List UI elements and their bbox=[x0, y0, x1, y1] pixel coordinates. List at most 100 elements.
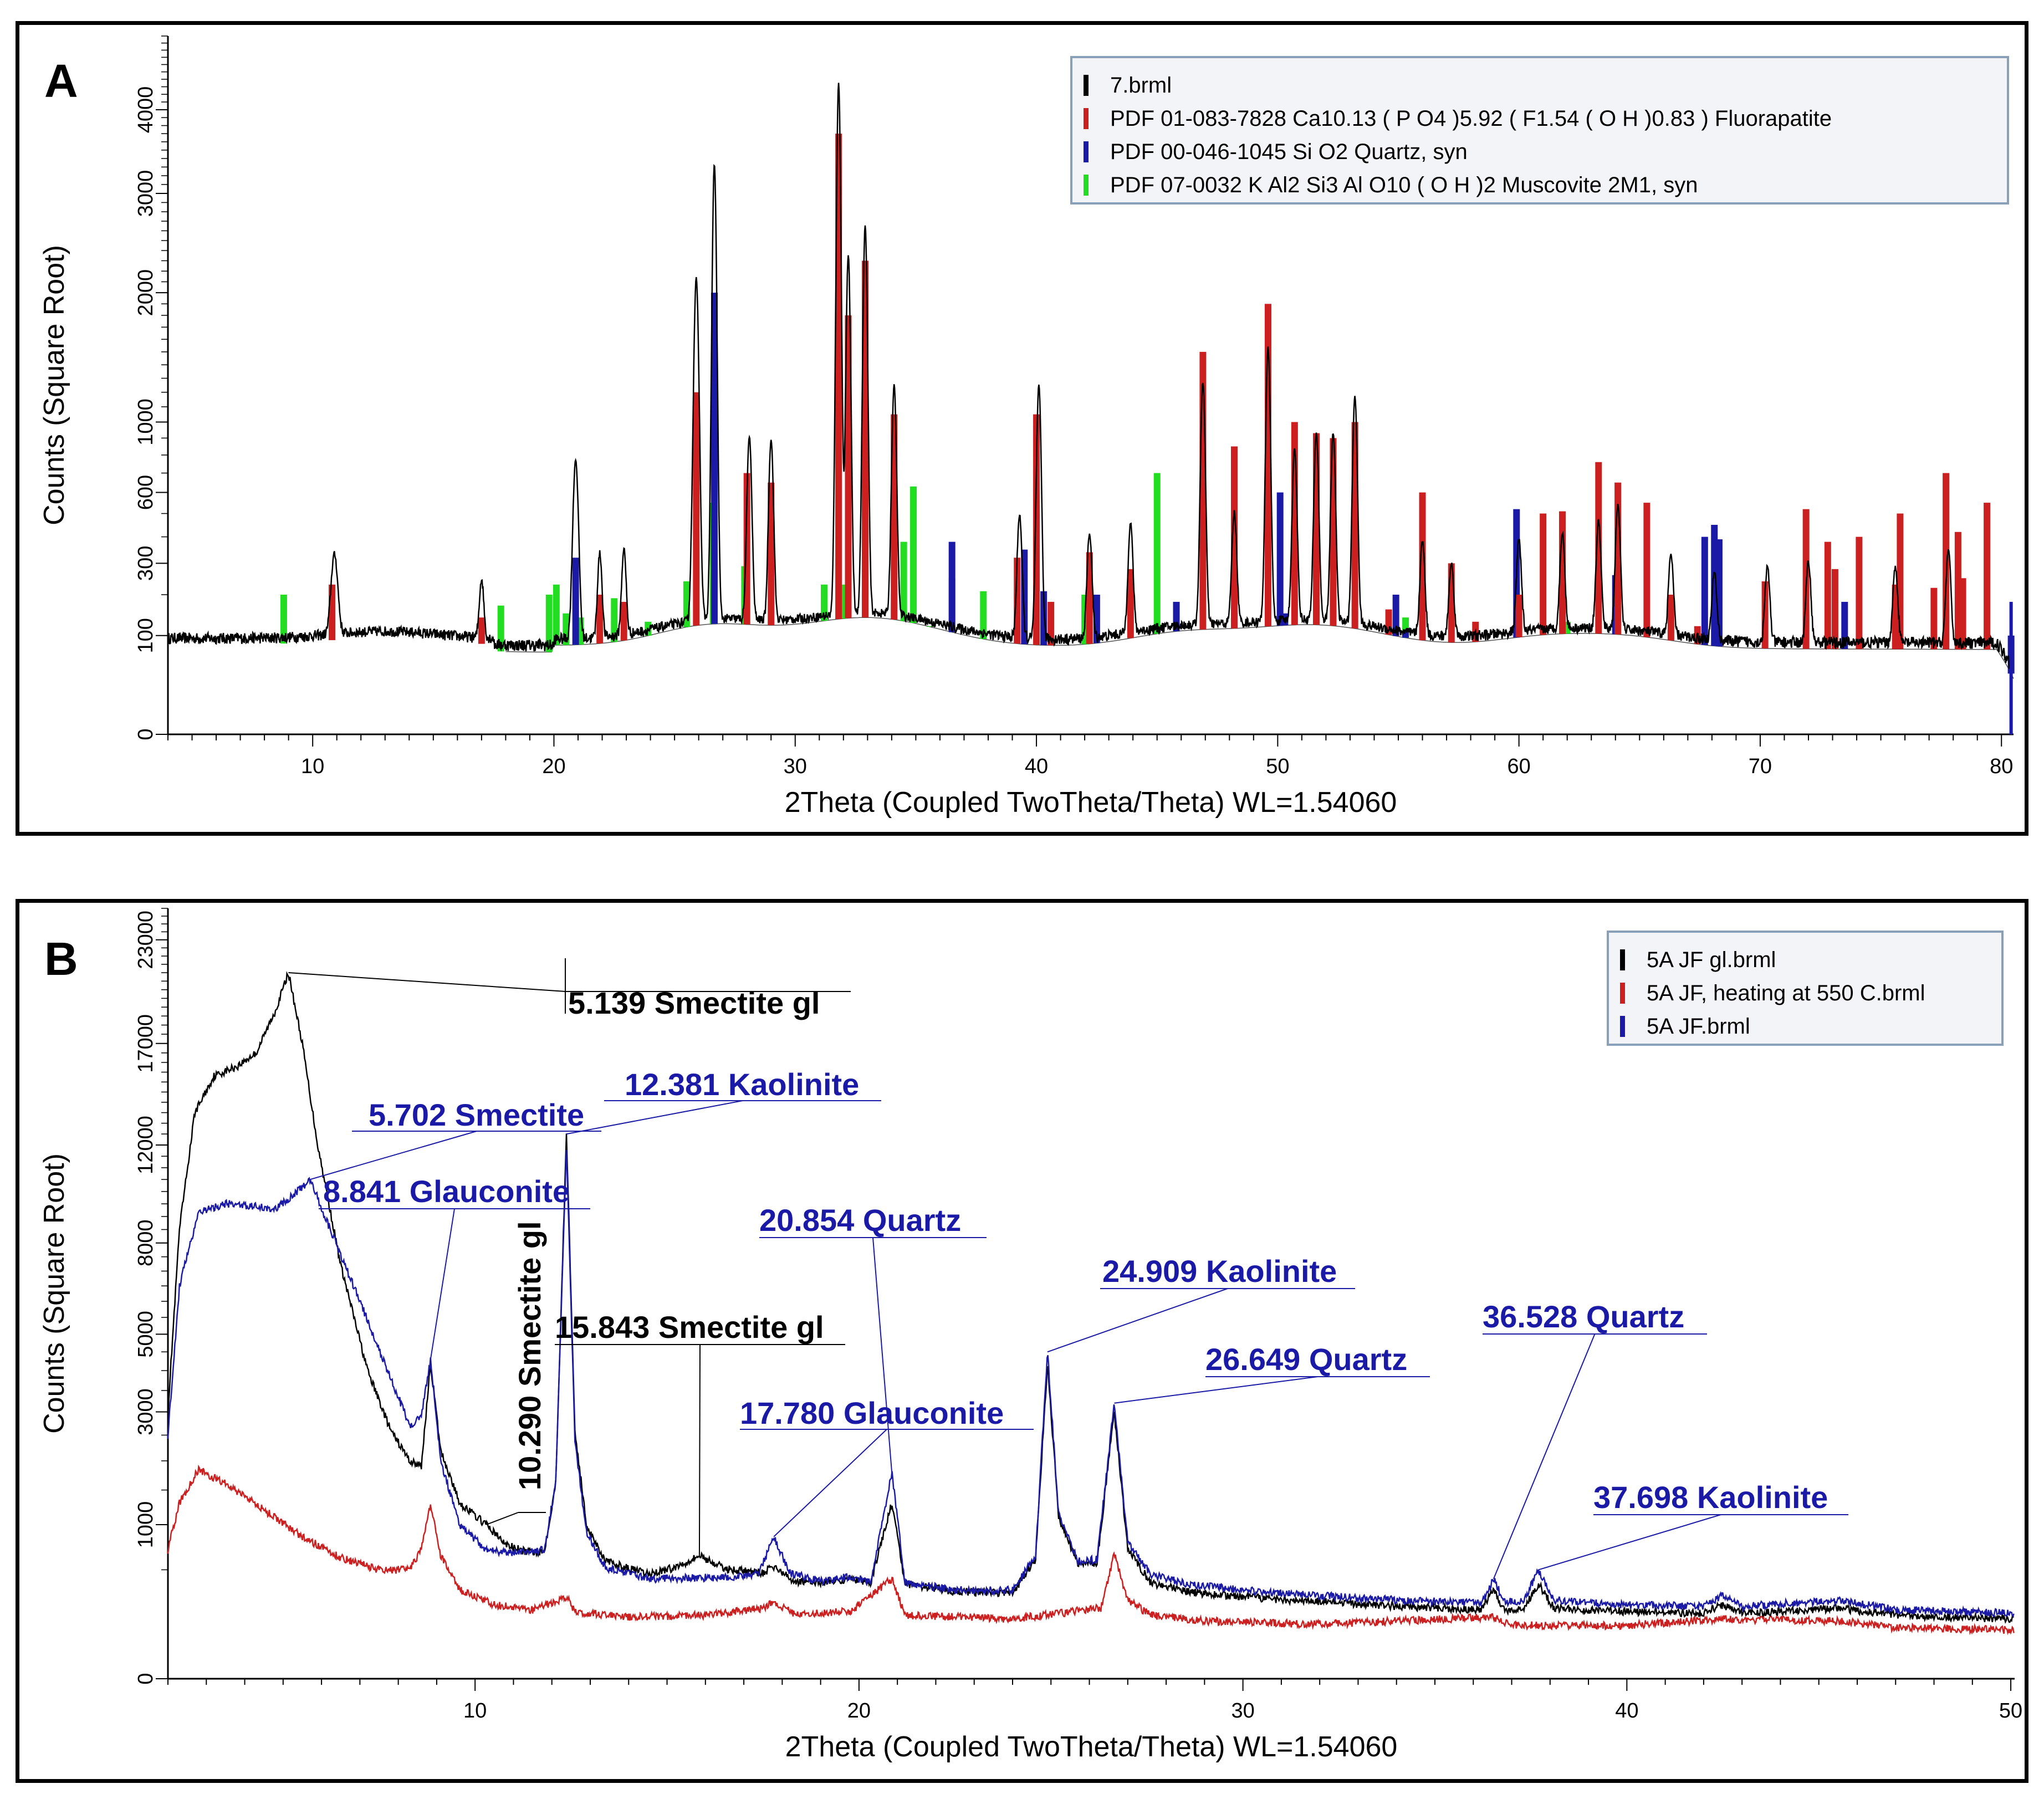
stick-blue bbox=[948, 541, 955, 632]
x-tick-label: 40 bbox=[1025, 755, 1048, 778]
peak-leader bbox=[430, 1208, 455, 1359]
y-tick-label: 5000 bbox=[134, 1311, 157, 1358]
stick-red bbox=[835, 134, 842, 619]
legend-entry: 5A JF gl.brml bbox=[1647, 948, 1776, 972]
peak-label: 12.381 Kaolinite bbox=[625, 1067, 859, 1102]
stick-green bbox=[553, 584, 560, 646]
peak-label: 8.841 Glauconite bbox=[323, 1174, 570, 1209]
y-tick-label: 17000 bbox=[134, 1014, 157, 1073]
xrd-chart-b: 10 20 30 40 50 0 1000 3000 5000 8000 12000 17000 230… bbox=[38, 908, 2022, 1763]
y-tick-label: 100 bbox=[134, 618, 157, 653]
stick-green bbox=[910, 486, 917, 623]
legend-entry: PDF 01-083-7828 Ca10.13 ( P O4 )5.92 ( F… bbox=[1110, 106, 1832, 131]
stick-red bbox=[768, 482, 775, 626]
stick-red bbox=[1515, 595, 1522, 637]
stick-red bbox=[862, 260, 868, 618]
peak-label: 15.843 Smectite gl bbox=[555, 1310, 824, 1345]
stick-blue bbox=[1701, 536, 1708, 645]
series-blue bbox=[167, 1149, 2015, 1618]
peak-leader bbox=[773, 1429, 887, 1537]
stick-blue bbox=[711, 293, 718, 624]
stick-red bbox=[1930, 587, 1938, 650]
stick-red bbox=[1047, 601, 1055, 646]
legend-swatch-green bbox=[1084, 175, 1089, 196]
y-tick-label: 8000 bbox=[134, 1219, 157, 1266]
legend-entry: 5A JF.brml bbox=[1647, 1014, 1750, 1039]
stick-blue bbox=[1276, 492, 1284, 626]
series-black bbox=[167, 971, 2014, 1624]
peak-leader bbox=[288, 972, 566, 992]
x-tick-label: 10 bbox=[301, 755, 324, 778]
x-tick-label: 70 bbox=[1749, 755, 1772, 778]
peak-label: 5.139 Smectite gl bbox=[568, 985, 820, 1020]
peak-label: 17.780 Glauconite bbox=[740, 1396, 1004, 1430]
peak-leader bbox=[566, 1100, 743, 1135]
stick-green bbox=[900, 541, 907, 621]
panel-letter: A bbox=[44, 55, 78, 107]
stick-red bbox=[1643, 503, 1650, 637]
y-tick-label: 23000 bbox=[134, 911, 157, 969]
peak-leader bbox=[1493, 1333, 1596, 1580]
peak-label: 26.649 Quartz bbox=[1205, 1342, 1407, 1377]
legend-box bbox=[1070, 56, 2009, 205]
stick-blue bbox=[1392, 595, 1399, 636]
x-tick-label: 10 bbox=[463, 1699, 487, 1723]
x-tick-label: 20 bbox=[847, 1699, 871, 1723]
panel-a: 10 20 30 40 50 60 70 80 0 100 300 600 1000 2000 3000 40… bbox=[16, 21, 2028, 836]
stick-red bbox=[693, 392, 700, 626]
stick-green bbox=[545, 595, 553, 652]
stick-red bbox=[1595, 462, 1602, 634]
y-tick-label: 0 bbox=[134, 728, 157, 740]
legend-swatch-red bbox=[1620, 983, 1625, 1004]
stick-red bbox=[1014, 558, 1021, 644]
stick-red bbox=[1419, 492, 1426, 641]
legend-swatch-black bbox=[1084, 75, 1089, 96]
y-tick-label: 300 bbox=[134, 546, 157, 581]
series-red bbox=[167, 1464, 2015, 1635]
peak-label: 20.854 Quartz bbox=[759, 1203, 961, 1238]
x-tick-label: 40 bbox=[1615, 1699, 1638, 1723]
y-tick-label: 3000 bbox=[134, 170, 157, 217]
stick-green bbox=[927, 626, 934, 627]
stick-red bbox=[891, 414, 898, 620]
y-tick-label: 600 bbox=[134, 475, 157, 510]
peak-label: 24.909 Kaolinite bbox=[1102, 1254, 1337, 1289]
y-tick-label: 4000 bbox=[134, 86, 157, 134]
stick-red bbox=[620, 601, 627, 641]
legend-entry: PDF 07-0032 K Al2 Si3 Al O10 ( O H )2 Mu… bbox=[1110, 173, 1698, 197]
y-tick-label: 0 bbox=[134, 1673, 157, 1684]
peak-label: 37.698 Kaolinite bbox=[1593, 1480, 1828, 1515]
legend-swatch-black bbox=[1620, 949, 1625, 970]
peak-leader bbox=[1114, 1376, 1318, 1404]
legend-entry: 5A JF, heating at 550 C.brml bbox=[1647, 981, 1925, 1005]
legend-box bbox=[1607, 931, 2004, 1046]
x-tick-label: 80 bbox=[1990, 755, 2013, 778]
x-tick-label: 20 bbox=[542, 755, 565, 778]
stick-red bbox=[1831, 569, 1838, 649]
legend-entry: 7.brml bbox=[1110, 73, 1172, 98]
panel-letter: B bbox=[44, 933, 78, 985]
stick-red bbox=[329, 584, 335, 641]
legend-entry: PDF 00-046-1045 Si O2 Quartz, syn bbox=[1110, 140, 1468, 164]
y-tick-label: 12000 bbox=[134, 1116, 157, 1174]
legend-swatch-blue bbox=[1084, 141, 1089, 162]
peak-leader bbox=[872, 1237, 893, 1473]
pattern-7-brml bbox=[167, 83, 2012, 669]
peak-label: 36.528 Quartz bbox=[1483, 1299, 1684, 1334]
y-tick-label: 1000 bbox=[134, 398, 157, 446]
stick-red bbox=[1086, 552, 1093, 644]
stick-green bbox=[611, 598, 618, 642]
stick-blue bbox=[2009, 601, 2013, 734]
stick-red bbox=[596, 595, 604, 644]
y-tick-label: 3000 bbox=[134, 1388, 157, 1435]
stick-red bbox=[1959, 578, 1966, 650]
stick-red bbox=[1943, 473, 1950, 650]
peak-leader bbox=[698, 1344, 701, 1556]
background-curve bbox=[505, 617, 2014, 679]
xrd-chart-a: 10 20 30 40 50 60 70 80 0 100 300 600 1000 2000 3000 40… bbox=[38, 35, 2015, 819]
stick-red bbox=[1231, 446, 1238, 628]
x-axis-title: 2Theta (Coupled TwoTheta/Theta) WL=1.540… bbox=[785, 786, 1397, 819]
stick-green bbox=[821, 584, 827, 621]
peak-leader bbox=[1538, 1514, 1721, 1571]
stick-red bbox=[478, 617, 485, 644]
